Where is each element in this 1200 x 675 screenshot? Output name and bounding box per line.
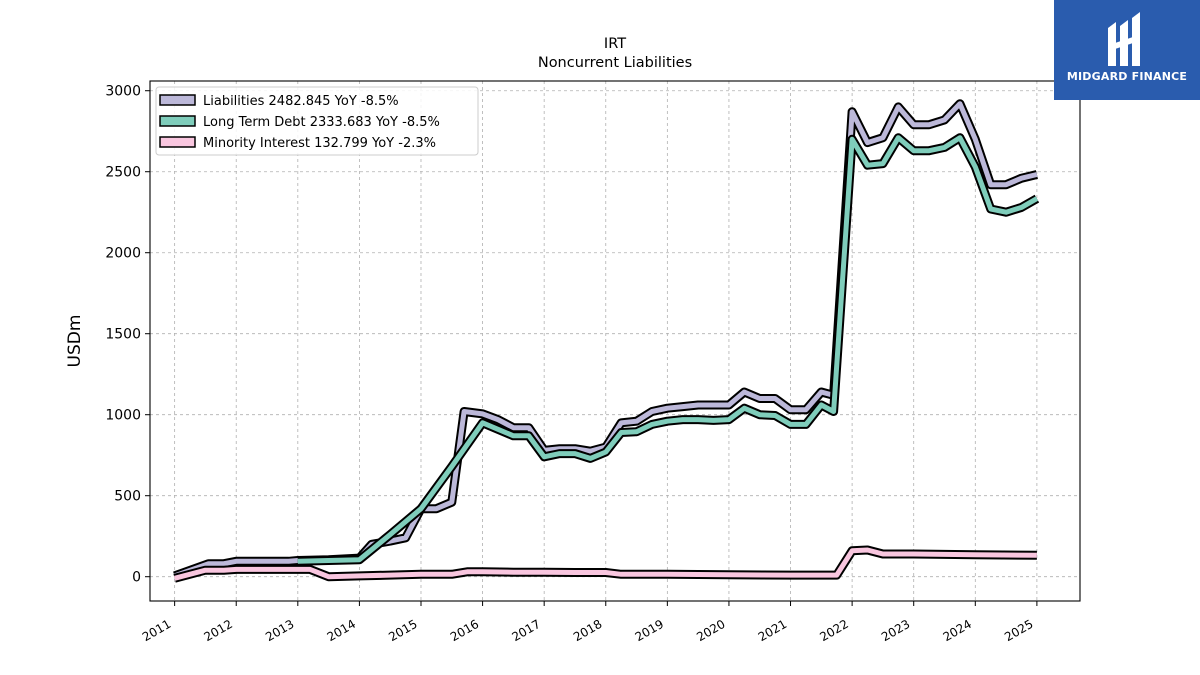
grid [150, 81, 1080, 601]
logo-mark-icon [1108, 12, 1140, 66]
y-tick-label: 2500 [105, 165, 141, 181]
y-tick-label: 3000 [105, 84, 141, 100]
y-tick-label: 0 [132, 570, 141, 586]
x-tick-label: 2011 [140, 617, 173, 644]
x-tick-label: 2015 [386, 617, 419, 644]
legend-swatch-liabilities [159, 94, 196, 106]
x-tick-label: 2025 [1002, 617, 1035, 644]
midgard-finance-logo: MIDGARD FINANCE [1054, 0, 1200, 100]
y-tick-label: 1500 [105, 327, 141, 343]
legend-label-minority-interest: Minority Interest 132.799 YoY -2.3% [203, 136, 436, 151]
x-tick-label: 2013 [263, 617, 296, 644]
x-tick-label: 2020 [694, 617, 727, 644]
y-tick-label: 2000 [105, 246, 141, 262]
x-tick-label: 2023 [879, 617, 912, 644]
chart-subtitle: Noncurrent Liabilities [538, 55, 692, 71]
x-tick-label: 2017 [509, 617, 542, 644]
x-tick-label: 2014 [325, 617, 358, 644]
legend-box [155, 86, 479, 156]
plot-frame [149, 80, 1081, 602]
logo-text: MIDGARD FINANCE [1066, 70, 1188, 83]
x-tick-label: 2018 [571, 617, 604, 644]
legend-label-long-term-debt: Long Term Debt 2333.683 YoY -8.5% [203, 115, 440, 130]
legend: Liabilities 2482.845 YoY -8.5% Long Term … [155, 86, 479, 156]
legend-label-liabilities: Liabilities 2482.845 YoY -8.5% [203, 94, 399, 109]
series-line-long-term-debt [297, 135, 1039, 564]
y-axis-label: USDm [65, 315, 85, 368]
series-layer [173, 99, 1040, 583]
y-tick-label: 500 [114, 489, 141, 505]
x-tick-label: 2022 [817, 617, 850, 644]
legend-swatch-minority-interest [159, 136, 196, 148]
x-tick-label: 2024 [941, 617, 974, 644]
x-tick-label: 2021 [756, 617, 789, 644]
chart-title: IRT [604, 36, 626, 52]
x-tick-label: 2016 [448, 617, 481, 644]
legend-swatch-long-term-debt [159, 115, 196, 127]
x-tick-label: 2012 [201, 617, 234, 644]
y-tick-label: 1000 [105, 408, 141, 424]
series-line-minority-interest [173, 547, 1037, 581]
x-tick-label: 2019 [633, 617, 666, 644]
